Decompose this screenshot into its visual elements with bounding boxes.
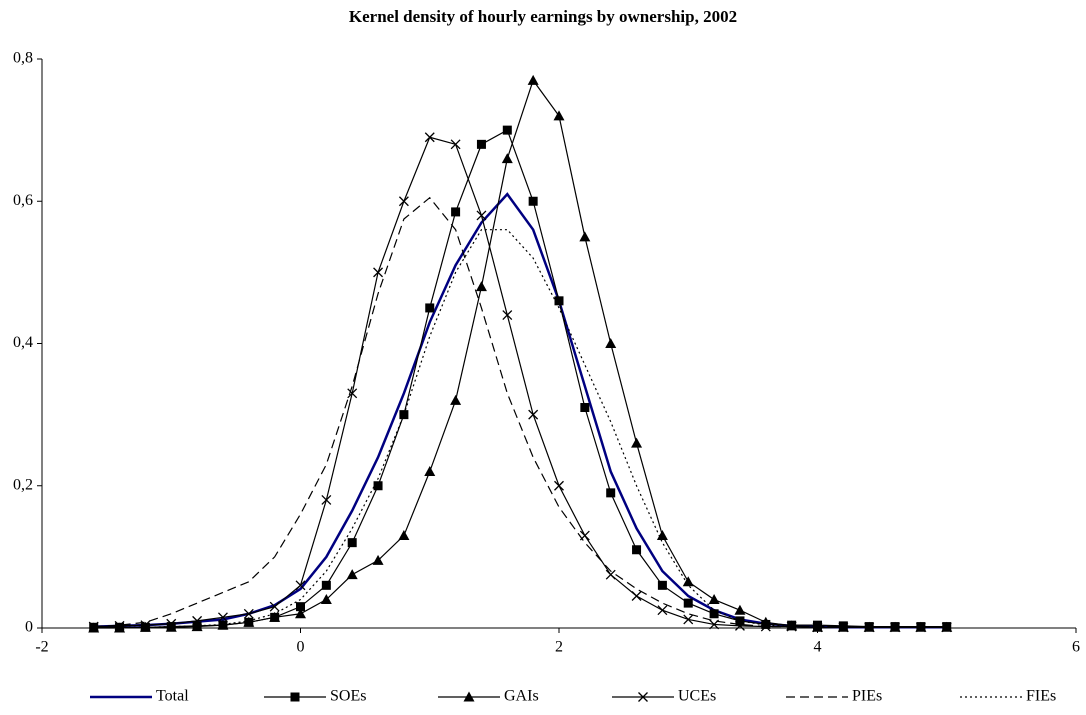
data-point bbox=[269, 601, 280, 612]
data-point bbox=[812, 622, 823, 633]
data-point bbox=[372, 554, 384, 565]
series-line bbox=[93, 196, 947, 628]
data-point bbox=[346, 569, 358, 580]
data-point bbox=[217, 612, 228, 623]
data-point bbox=[605, 569, 616, 580]
data-point bbox=[243, 608, 254, 619]
data-point bbox=[501, 153, 513, 164]
y-tick-label: 0,4 bbox=[13, 334, 33, 351]
data-point bbox=[941, 622, 952, 633]
data-point bbox=[709, 609, 719, 619]
data-point bbox=[450, 139, 461, 150]
data-point bbox=[528, 409, 539, 420]
x-tick-label: 2 bbox=[555, 639, 563, 656]
series-line bbox=[93, 192, 947, 629]
data-point bbox=[295, 608, 306, 619]
data-point bbox=[320, 594, 332, 605]
data-point bbox=[890, 622, 901, 633]
data-point bbox=[165, 621, 177, 632]
data-point bbox=[475, 281, 487, 292]
legend-label: PIEs bbox=[852, 688, 882, 705]
data-point bbox=[243, 616, 255, 627]
data-point bbox=[502, 310, 513, 321]
data-point bbox=[425, 303, 435, 313]
legend-marker bbox=[638, 692, 648, 702]
x-tick-label: -2 bbox=[35, 639, 48, 656]
data-point bbox=[450, 394, 462, 405]
y-tick-label: 0,2 bbox=[13, 476, 33, 493]
data-point bbox=[631, 437, 643, 448]
data-point bbox=[114, 620, 125, 631]
x-tick-label: 0 bbox=[297, 639, 305, 656]
data-point bbox=[217, 619, 229, 630]
data-point bbox=[657, 580, 667, 590]
data-point bbox=[347, 388, 358, 399]
series-line bbox=[93, 79, 947, 629]
series-line bbox=[93, 129, 947, 628]
data-point bbox=[553, 110, 565, 121]
data-point bbox=[579, 231, 591, 242]
data-point bbox=[683, 614, 694, 625]
data-point bbox=[580, 403, 590, 413]
y-tick-label: 0,6 bbox=[13, 192, 33, 209]
data-point bbox=[735, 616, 745, 626]
data-point bbox=[398, 530, 410, 541]
data-point bbox=[864, 622, 875, 633]
data-point bbox=[347, 538, 357, 548]
legend-marker bbox=[463, 691, 475, 702]
data-point bbox=[527, 74, 539, 85]
data-point bbox=[502, 125, 512, 135]
data-point bbox=[528, 196, 538, 206]
data-point bbox=[631, 591, 642, 601]
legend-label: FIEs bbox=[1026, 688, 1056, 705]
data-point bbox=[321, 580, 331, 590]
legend-marker bbox=[290, 692, 300, 702]
data-point bbox=[786, 620, 798, 631]
data-point bbox=[192, 615, 203, 626]
x-tick-label: 4 bbox=[814, 639, 822, 656]
data-point bbox=[656, 530, 668, 541]
x-tick-label: 6 bbox=[1072, 639, 1080, 656]
data-point bbox=[683, 598, 693, 608]
data-point bbox=[476, 210, 487, 221]
data-point bbox=[424, 466, 436, 477]
data-point bbox=[321, 495, 332, 505]
data-point bbox=[296, 602, 305, 612]
data-point bbox=[476, 139, 486, 149]
data-point bbox=[269, 611, 281, 622]
data-point bbox=[838, 622, 849, 633]
data-point bbox=[295, 580, 306, 591]
data-point bbox=[191, 621, 203, 632]
y-tick-label: 0,8 bbox=[13, 50, 33, 67]
data-point bbox=[632, 545, 642, 555]
legend-label: GAIs bbox=[504, 688, 539, 705]
data-point bbox=[734, 604, 746, 615]
data-point bbox=[605, 338, 617, 348]
data-point bbox=[708, 594, 720, 605]
legend-label: Total bbox=[156, 688, 189, 705]
legend-label: UCEs bbox=[678, 688, 716, 705]
data-point bbox=[88, 621, 99, 632]
data-point bbox=[554, 296, 564, 306]
data-point bbox=[682, 576, 694, 587]
chart-title: Kernel density of hourly earnings by own… bbox=[349, 7, 737, 26]
data-point bbox=[606, 488, 616, 498]
y-tick-label: 0 bbox=[25, 619, 33, 636]
data-point bbox=[657, 605, 668, 616]
data-point bbox=[915, 622, 926, 633]
data-point bbox=[424, 132, 435, 143]
data-point bbox=[554, 480, 564, 491]
data-point bbox=[373, 481, 383, 491]
legend-label: SOEs bbox=[330, 688, 366, 705]
data-point bbox=[451, 207, 461, 217]
data-point bbox=[398, 196, 409, 207]
data-point bbox=[734, 620, 745, 631]
series-line bbox=[93, 229, 947, 628]
data-point bbox=[373, 267, 384, 278]
